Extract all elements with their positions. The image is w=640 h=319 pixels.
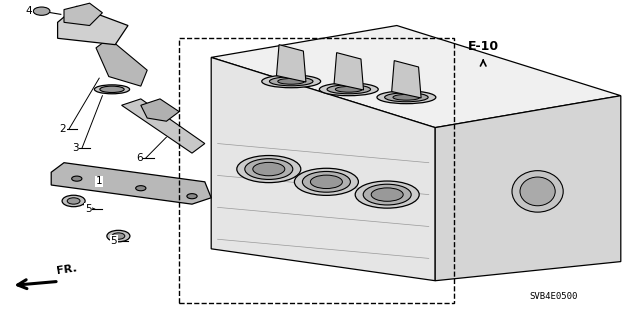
Text: 2: 2	[60, 124, 66, 134]
Polygon shape	[58, 6, 128, 45]
Text: 6: 6	[136, 153, 143, 163]
Ellipse shape	[278, 78, 305, 84]
Text: SVB4E0500: SVB4E0500	[529, 292, 578, 301]
Polygon shape	[334, 53, 364, 90]
Circle shape	[62, 195, 85, 207]
Ellipse shape	[512, 171, 563, 212]
Circle shape	[33, 7, 50, 15]
Ellipse shape	[237, 156, 301, 183]
Text: E-10: E-10	[468, 40, 499, 53]
Circle shape	[72, 176, 82, 181]
Ellipse shape	[310, 175, 342, 189]
Ellipse shape	[371, 188, 403, 201]
Ellipse shape	[335, 86, 362, 92]
Ellipse shape	[95, 85, 129, 94]
Polygon shape	[51, 163, 211, 204]
Circle shape	[107, 230, 130, 242]
Ellipse shape	[377, 91, 436, 104]
Circle shape	[112, 233, 125, 239]
Polygon shape	[96, 38, 147, 86]
Text: 1: 1	[96, 176, 102, 186]
Polygon shape	[211, 57, 435, 281]
Ellipse shape	[100, 86, 124, 93]
Ellipse shape	[244, 159, 293, 180]
Polygon shape	[141, 99, 179, 121]
Text: 4: 4	[26, 6, 32, 16]
Ellipse shape	[393, 94, 420, 100]
Ellipse shape	[355, 181, 419, 208]
Circle shape	[136, 186, 146, 191]
Ellipse shape	[385, 93, 428, 102]
Ellipse shape	[327, 85, 371, 94]
Ellipse shape	[269, 77, 313, 86]
Circle shape	[187, 194, 197, 199]
Ellipse shape	[294, 168, 358, 195]
Ellipse shape	[302, 171, 351, 192]
Polygon shape	[392, 61, 421, 98]
Text: 3: 3	[72, 143, 79, 153]
Text: 5: 5	[85, 204, 92, 214]
Polygon shape	[122, 99, 205, 153]
Circle shape	[67, 198, 80, 204]
Ellipse shape	[319, 83, 378, 96]
Ellipse shape	[520, 177, 556, 206]
Ellipse shape	[364, 184, 412, 205]
Polygon shape	[276, 45, 306, 82]
Polygon shape	[211, 26, 621, 128]
Text: FR.: FR.	[56, 263, 78, 276]
Ellipse shape	[253, 162, 285, 176]
Polygon shape	[435, 96, 621, 281]
Ellipse shape	[262, 75, 321, 88]
Polygon shape	[64, 3, 102, 26]
Text: 5: 5	[111, 236, 117, 246]
